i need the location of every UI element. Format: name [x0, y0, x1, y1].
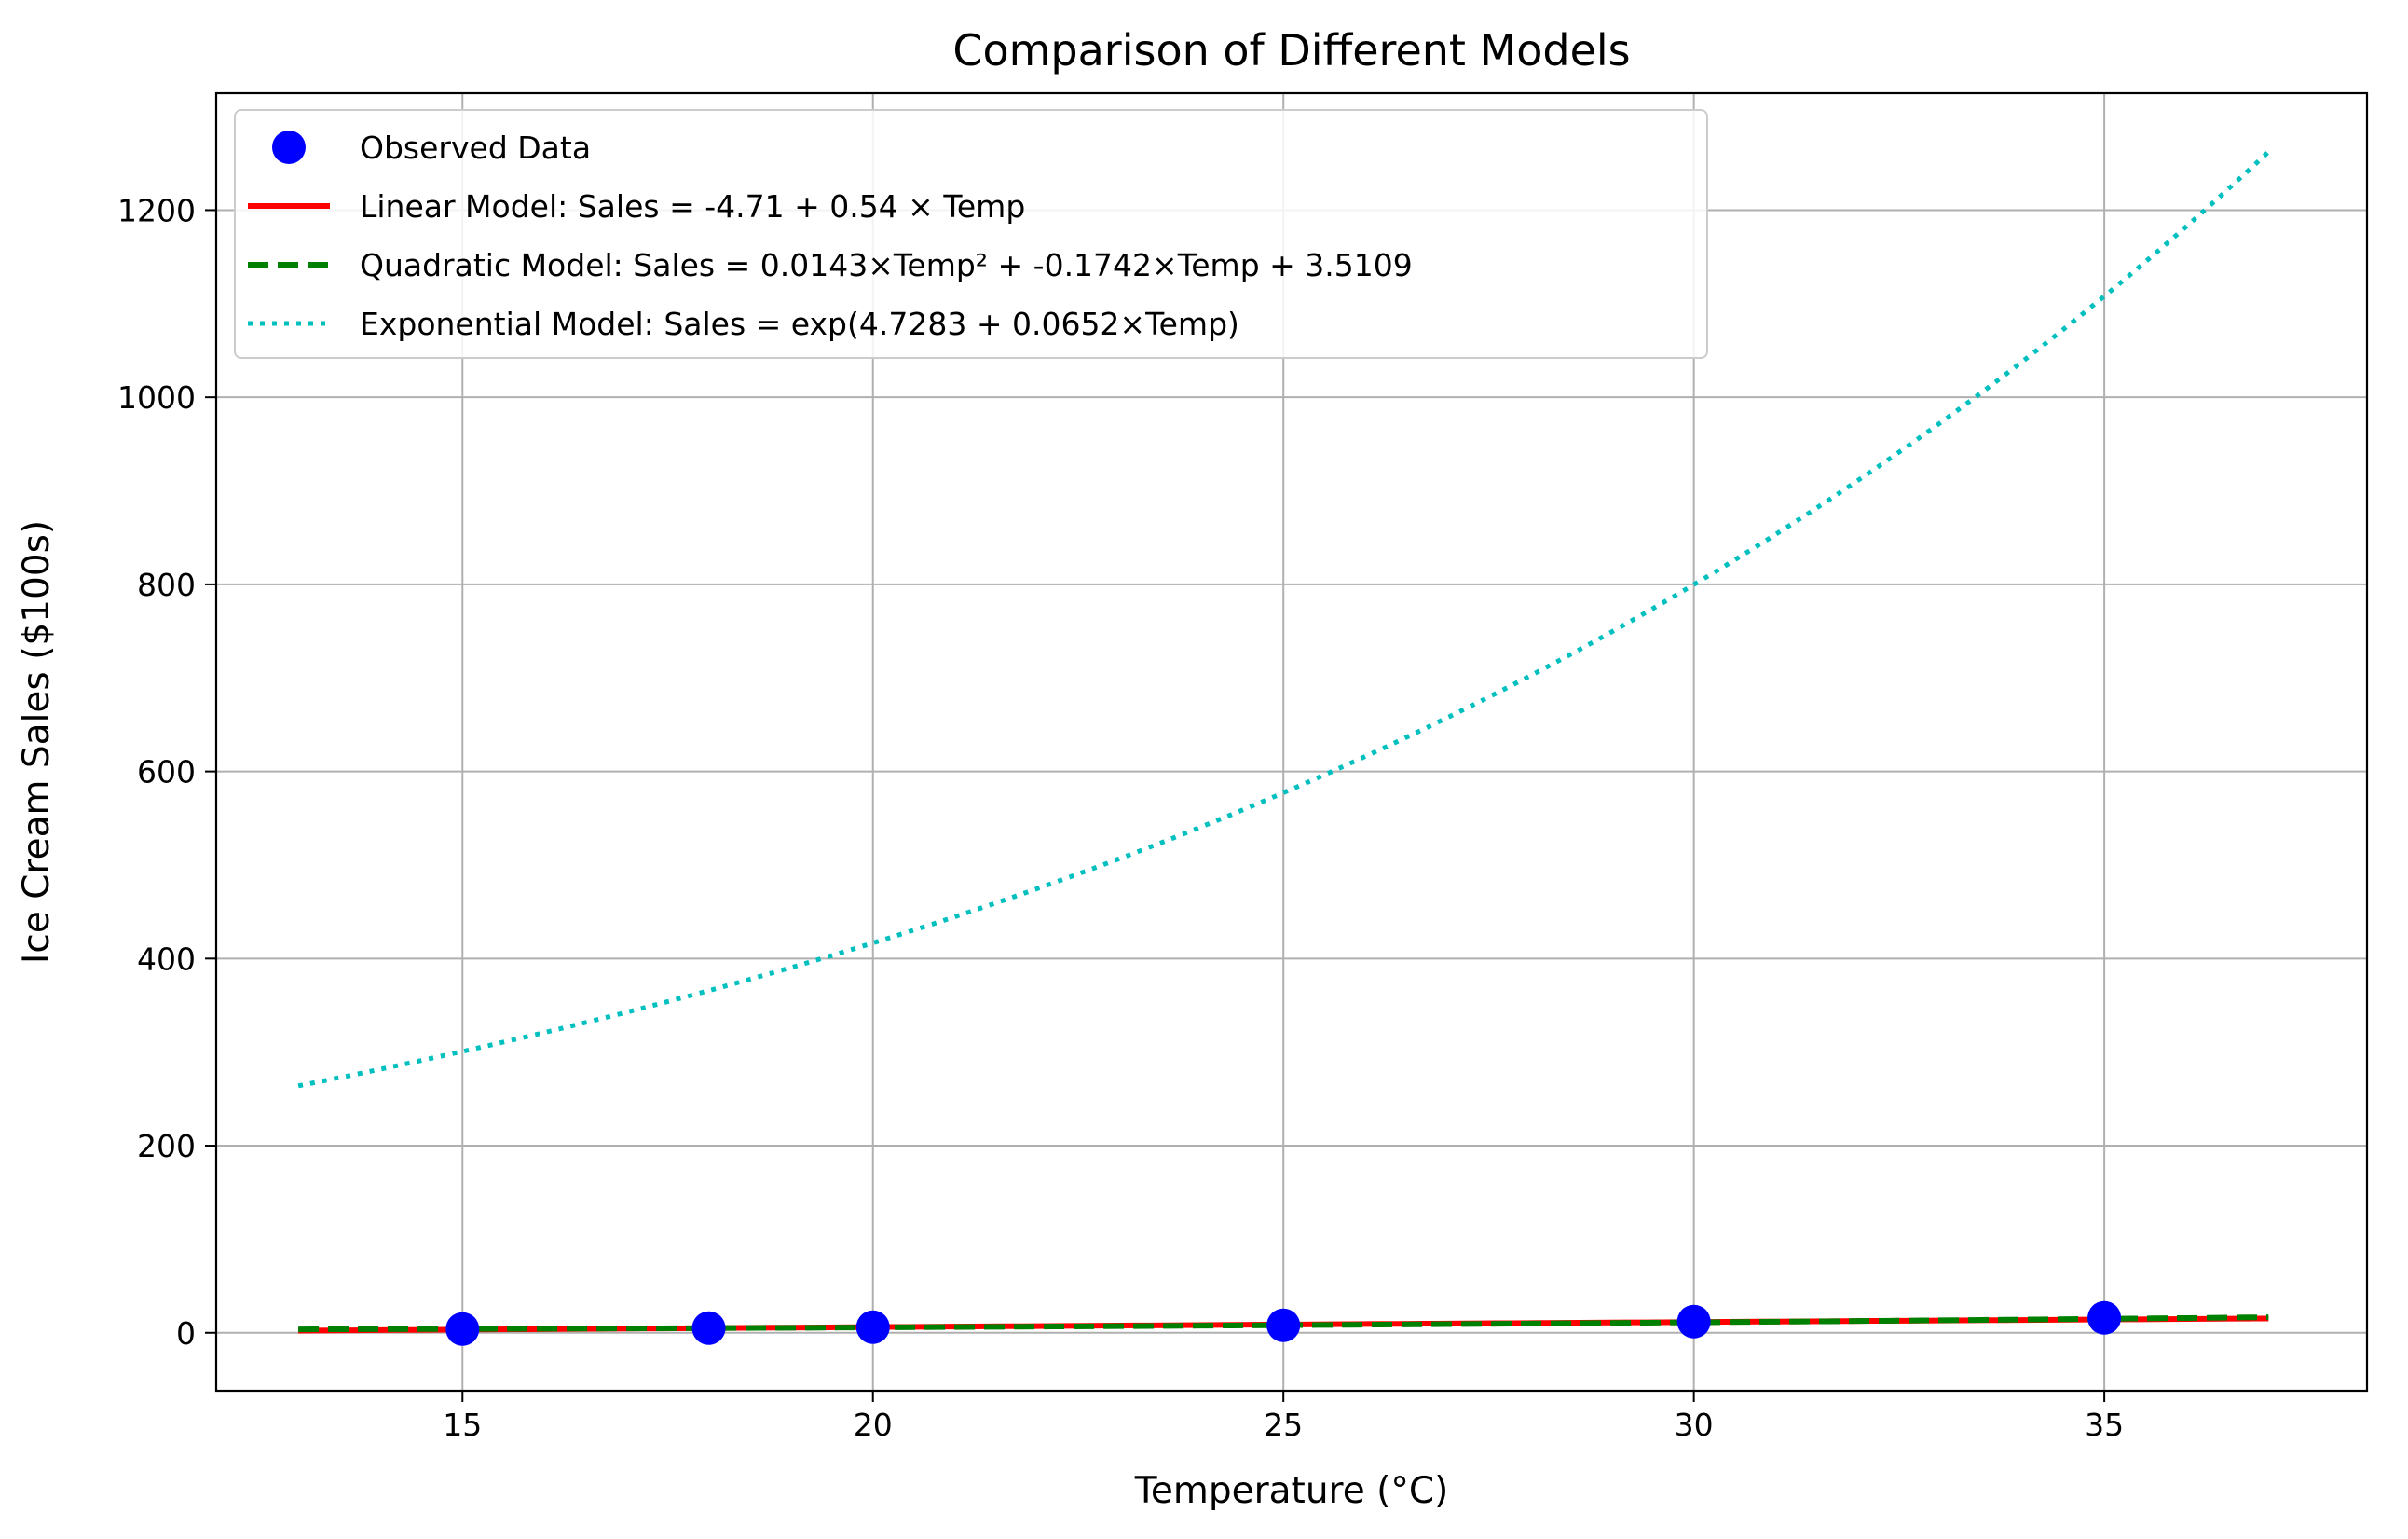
- observed-data-point: [445, 1312, 480, 1346]
- legend-entry-label: Exponential Model: Sales = exp(4.7283 + …: [360, 306, 1239, 342]
- y-tick-label: 600: [137, 754, 196, 790]
- x-axis-label: Temperature (°C): [1134, 1470, 1449, 1512]
- plot-frame: [214, 91, 2369, 1393]
- observed-data-point: [855, 1310, 890, 1344]
- legend-box: [234, 109, 1708, 359]
- observed-data-point: [2087, 1300, 2122, 1335]
- legend: Observed Data Linear Model: Sales = -4.71…: [234, 109, 1708, 359]
- y-tick-label: 1200: [117, 192, 196, 228]
- observed-data-point: [691, 1311, 726, 1345]
- legend-entry-label: Quadratic Model: Sales = 0.0143×Temp² + …: [360, 247, 1413, 283]
- x-tick-label: 35: [2085, 1407, 2124, 1443]
- legend-entry-label: Linear Model: Sales = -4.71 + 0.54 × Tem…: [360, 188, 1025, 225]
- y-tick-label: 200: [137, 1128, 196, 1164]
- legend-marker-observed: [272, 131, 306, 164]
- y-tick-label: 0: [176, 1315, 196, 1352]
- chart-title: Comparison of Different Models: [952, 25, 1630, 76]
- x-tick-label: 30: [1675, 1407, 1714, 1443]
- observed-data-point: [1676, 1304, 1711, 1339]
- legend-entry-label: Observed Data: [360, 130, 591, 166]
- x-tick-label: 15: [443, 1407, 482, 1443]
- y-tick-label: 1000: [117, 379, 196, 416]
- x-tick-label: 20: [854, 1407, 893, 1443]
- y-tick-label: 400: [137, 941, 196, 977]
- ticks: 15 20 25 30 35 0 200 400 600 800 1000 1200: [117, 192, 2124, 1443]
- y-axis-label: Ice Cream Sales ($100s): [16, 520, 58, 964]
- observed-data-point: [1266, 1308, 1301, 1342]
- series-line-exponential: [297, 150, 2270, 1089]
- y-tick-label: 800: [137, 567, 196, 603]
- points-layer: [445, 1300, 2122, 1346]
- x-tick-label: 25: [1264, 1407, 1303, 1443]
